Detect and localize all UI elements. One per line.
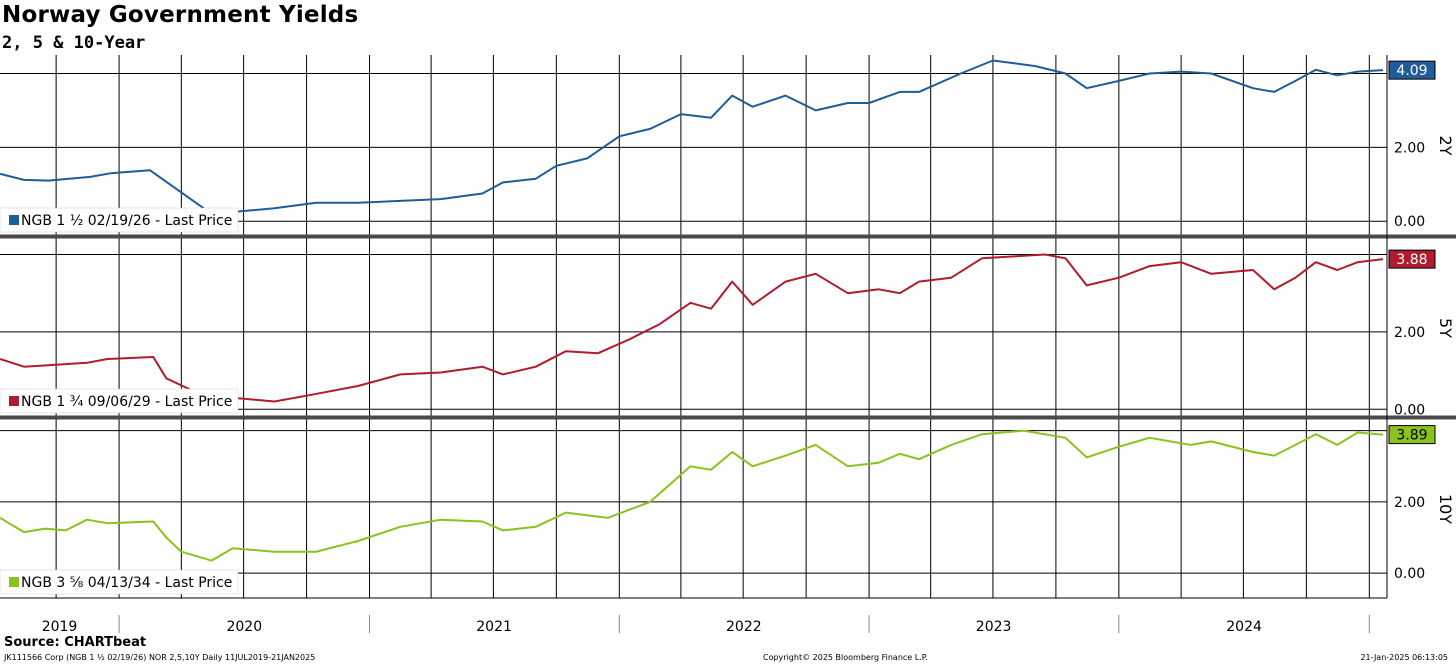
y-tick-label: 0.00 bbox=[1394, 402, 1425, 418]
last-value-tag bbox=[1388, 249, 1436, 269]
yield-chart: 0.00 2.00 2Y 4.09 NGB 1 ½ 02/19/26 - Last Pr… bbox=[0, 55, 1456, 635]
legend-swatch bbox=[9, 215, 19, 225]
x-tick-label: 2019 bbox=[42, 619, 78, 635]
legend-box bbox=[0, 569, 239, 595]
y-tick-label: 2.00 bbox=[1394, 140, 1425, 156]
last-value-label: 3.89 bbox=[1396, 428, 1427, 444]
x-tick-label: 2023 bbox=[976, 619, 1012, 635]
chart-subtitle: 2, 5 & 10-Year bbox=[2, 33, 146, 53]
series-line bbox=[0, 59, 1384, 215]
legend-swatch bbox=[9, 396, 19, 406]
footer-copyright: Copyright© 2025 Bloomberg Finance L.P. bbox=[763, 653, 928, 662]
legend-box bbox=[0, 207, 239, 233]
series-line bbox=[0, 429, 1384, 562]
legend-swatch bbox=[9, 577, 19, 587]
chart-title: Norway Government Yields bbox=[2, 2, 359, 28]
last-value-label: 4.09 bbox=[1396, 63, 1427, 79]
source-note: Source: CHARTbeat bbox=[4, 635, 147, 650]
x-tick-label: 2022 bbox=[726, 619, 762, 635]
last-value-tag bbox=[1388, 425, 1436, 445]
footer-timestamp: 21-Jan-2025 06:13:05 bbox=[1360, 653, 1448, 662]
legend-box bbox=[0, 388, 239, 414]
y-tick-label: 0.00 bbox=[1394, 566, 1425, 582]
y-tick-label: 2.00 bbox=[1394, 495, 1425, 511]
last-value-label: 3.88 bbox=[1396, 252, 1427, 268]
legend-label: NGB 1 ¾ 09/06/29 - Last Price bbox=[21, 394, 232, 410]
series-line bbox=[0, 253, 1384, 405]
y-axis-label: 5Y bbox=[1436, 318, 1455, 338]
last-value-tag bbox=[1388, 60, 1436, 80]
x-tick-label: 2020 bbox=[226, 619, 262, 635]
y-axis-label: 10Y bbox=[1436, 494, 1455, 524]
y-tick-label: 0.00 bbox=[1394, 214, 1425, 230]
legend-label: NGB 1 ½ 02/19/26 - Last Price bbox=[21, 213, 232, 229]
x-tick-label: 2021 bbox=[476, 619, 512, 635]
legend-label: NGB 3 ⅝ 04/13/34 - Last Price bbox=[21, 575, 232, 591]
y-tick-label: 2.00 bbox=[1394, 325, 1425, 341]
footer-ticker-info: JK111566 Corp (NGB 1 ½ 02/19/26) NOR 2,5… bbox=[4, 653, 316, 662]
x-tick-label: 2024 bbox=[1226, 619, 1262, 635]
y-axis-label: 2Y bbox=[1436, 136, 1455, 156]
